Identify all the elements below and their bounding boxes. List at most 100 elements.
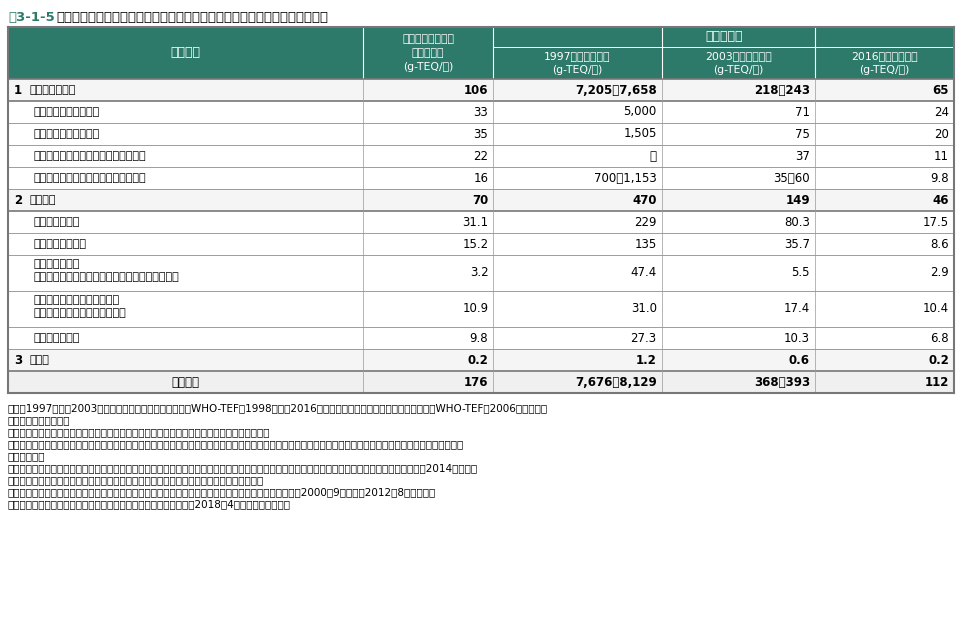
Text: 廃棄物処理分野: 廃棄物処理分野 [30, 85, 76, 95]
Text: 35.7: 35.7 [783, 237, 809, 251]
Bar [8, 327, 953, 349]
Text: 27.3: 27.3 [629, 332, 656, 344]
Text: 2016年における量
(g-TEQ/年): 2016年における量 (g-TEQ/年) [850, 51, 917, 75]
Text: 10.4: 10.4 [922, 303, 948, 315]
Bar [8, 189, 953, 211]
Text: 35～60: 35～60 [773, 172, 809, 184]
Text: 15.2: 15.2 [461, 237, 488, 251]
Text: 71: 71 [794, 106, 809, 118]
Text: 5,000: 5,000 [623, 106, 656, 118]
Text: その他: その他 [30, 355, 50, 365]
Text: ４：「３　その他」は下水道終末処理施設及び最終処分場である。前回までの削減計画には火葬場、たばこの煙及び自動車排出ガスを含んでいたが、2014年の計画: ４：「３ その他」は下水道終末処理施設及び最終処分場である。前回までの削減計画に… [8, 463, 478, 473]
Text: 10.9: 10.9 [461, 303, 488, 315]
Text: 7,676～8,129: 7,676～8,129 [575, 375, 656, 389]
Text: 700～1,153: 700～1,153 [593, 172, 656, 184]
Text: 46: 46 [931, 194, 948, 206]
Text: ⑷小型廃棄物焼却炉（法規制対象外）: ⑷小型廃棄物焼却炉（法規制対象外） [34, 173, 146, 183]
Text: ⑸その他の施設: ⑸その他の施設 [34, 333, 81, 343]
Text: 10.3: 10.3 [783, 332, 809, 344]
Text: 1: 1 [14, 84, 22, 96]
Text: ⑴製鋼用電気炉: ⑴製鋼用電気炉 [34, 217, 81, 227]
Text: 合　　計: 合 計 [171, 375, 199, 389]
Text: 20: 20 [933, 127, 948, 141]
Text: 3: 3 [14, 353, 22, 367]
Text: 2.9: 2.9 [929, 266, 948, 280]
Text: 33: 33 [473, 106, 488, 118]
Text: 135: 135 [633, 237, 656, 251]
Text: 0.2: 0.2 [467, 353, 488, 367]
Text: 値で表示した。: 値で表示した。 [8, 415, 70, 425]
Text: 1997年における量
(g-TEQ/年): 1997年における量 (g-TEQ/年) [544, 51, 610, 75]
Bar [8, 79, 953, 101]
Bar [8, 211, 953, 233]
Bar [8, 167, 953, 189]
Text: 「ダイオキシン類の排出量の目録（排出インベントリー）」（2018年4月）より環境省作成: 「ダイオキシン類の排出量の目録（排出インベントリー）」（2018年4月）より環境… [8, 499, 290, 509]
Text: 事業分野: 事業分野 [170, 46, 200, 60]
Text: 149: 149 [784, 194, 809, 206]
Text: 資料：環境省「我が国における事業活動に伴い排出されるダイオキシン類の量を削減するための計画」（2000年9月制定、2012年8月変更）、: 資料：環境省「我が国における事業活動に伴い排出されるダイオキシン類の量を削減する… [8, 487, 435, 497]
Text: 2003年における量
(g-TEQ/年): 2003年における量 (g-TEQ/年) [704, 51, 771, 75]
Text: 9.8: 9.8 [929, 172, 948, 184]
Text: ⑴一般廃棄物焼却施設: ⑴一般廃棄物焼却施設 [34, 107, 100, 117]
Text: 229: 229 [633, 215, 656, 229]
Text: 35: 35 [473, 127, 488, 141]
Text: －: － [649, 149, 656, 163]
Text: ３：前回計画までは、小型廃棄物焼却炉等については、特別法規制対象及び対象外を一括して目標を設定していたが、今回から両者を区分して目標を設定すること: ３：前回計画までは、小型廃棄物焼却炉等については、特別法規制対象及び対象外を一括… [8, 439, 464, 449]
Text: 470: 470 [631, 194, 656, 206]
Text: 65: 65 [931, 84, 948, 96]
Text: とした。: とした。 [8, 451, 45, 461]
Text: 37: 37 [794, 149, 809, 163]
Text: 0.6: 0.6 [788, 353, 809, 367]
Text: 注１：1997年及び2003年の排出量は毒性等価係数としてWHO-TEF（1998）を、2016年の排出量及び削減目標量は可能な範囲でWHO-TEF（2006）: 注１：1997年及び2003年の排出量は毒性等価係数としてWHO-TEF（199… [8, 403, 548, 413]
Text: 0.2: 0.2 [927, 353, 948, 367]
Text: 産業分野: 産業分野 [30, 195, 57, 205]
Text: 80.3: 80.3 [783, 215, 809, 229]
Text: 7,205～7,658: 7,205～7,658 [575, 84, 656, 96]
Text: 47.4: 47.4 [629, 266, 656, 280]
Text: 17.4: 17.4 [783, 303, 809, 315]
Text: 31.0: 31.0 [630, 303, 656, 315]
Bar [8, 349, 953, 371]
Text: ⑶小型廃棄物焼却炉等（法規制対象）: ⑶小型廃棄物焼却炉等（法規制対象） [34, 151, 146, 161]
Text: 17.5: 17.5 [922, 215, 948, 229]
Text: ⑵鉄鋼業焼結施設: ⑵鉄鋼業焼結施設 [34, 239, 86, 249]
Text: 75: 75 [794, 127, 809, 141]
Text: 176: 176 [463, 375, 488, 389]
Bar [493, 27, 953, 79]
Text: 11: 11 [933, 149, 948, 163]
Text: 368～393: 368～393 [753, 375, 809, 389]
Text: 9.8: 9.8 [469, 332, 488, 344]
Text: 我が国におけるダイオキシン類の事業分野別の推計排出量及び削減目標量: 我が国におけるダイオキシン類の事業分野別の推計排出量及び削減目標量 [56, 11, 328, 24]
Text: では目標設定対象から除外した（このため、過去の推計排出量にも算入していない）。: では目標設定対象から除外した（このため、過去の推計排出量にも算入していない）。 [8, 475, 264, 485]
Bar [8, 233, 953, 255]
Text: 当面の間における
削減目標量
(g-TEQ/年): 当面の間における 削減目標量 (g-TEQ/年) [402, 34, 454, 72]
Bar [8, 255, 953, 291]
Text: 106: 106 [463, 84, 488, 96]
Text: 8.6: 8.6 [929, 237, 948, 251]
Text: 218～243: 218～243 [753, 84, 809, 96]
Text: 2: 2 [14, 194, 22, 206]
Bar [8, 291, 953, 327]
Bar [8, 371, 953, 393]
Text: 1,505: 1,505 [623, 127, 656, 141]
Bar [8, 123, 953, 145]
Text: 24: 24 [933, 106, 948, 118]
Text: 表3-1-5: 表3-1-5 [8, 11, 55, 24]
Text: 22: 22 [473, 149, 488, 163]
Text: 16: 16 [473, 172, 488, 184]
Text: 1.2: 1.2 [635, 353, 656, 367]
Text: 112: 112 [924, 375, 948, 389]
Text: 31.1: 31.1 [461, 215, 488, 229]
Text: 70: 70 [472, 194, 488, 206]
Bar [362, 27, 493, 79]
Bar [8, 27, 362, 79]
Text: ２：削減目標量は、排出ガス及び排水中のダイオキシン類削減措置を講じた後の排出量の値。: ２：削減目標量は、排出ガス及び排水中のダイオキシン類削減措置を講じた後の排出量の… [8, 427, 270, 437]
Text: 5.5: 5.5 [791, 266, 809, 280]
Text: ⑷アルミニウム合金製造施設
（焙焼炉、溶解炉及び乾燥炉）: ⑷アルミニウム合金製造施設 （焙焼炉、溶解炉及び乾燥炉） [34, 295, 127, 318]
Bar [8, 145, 953, 167]
Text: ⑶亜鉛回収施設
（焙焼炉、焼結炉、溶鉱炉、溶解炉及び乾燥炉）: ⑶亜鉛回収施設 （焙焼炉、焼結炉、溶鉱炉、溶解炉及び乾燥炉） [34, 259, 180, 282]
Text: ⑵産業廃棄物焼却施設: ⑵産業廃棄物焼却施設 [34, 129, 100, 139]
Bar [8, 101, 953, 123]
Text: 6.8: 6.8 [929, 332, 948, 344]
Text: 3.2: 3.2 [469, 266, 488, 280]
